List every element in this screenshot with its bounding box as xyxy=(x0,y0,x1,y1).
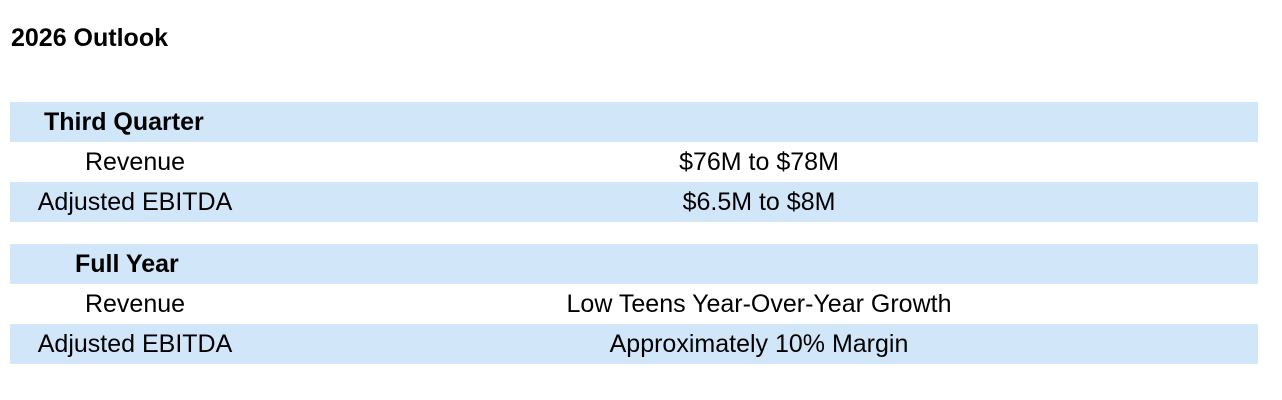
metric-value: $6.5M to $8M xyxy=(682,188,836,216)
section-heading-row: Full Year xyxy=(10,244,1258,284)
table-row: Revenue $76M to $78M xyxy=(10,142,1258,182)
outlook-section-full-year: Full Year Revenue Low Teens Year-Over-Ye… xyxy=(10,244,1258,364)
outlook-section-third-quarter: Third Quarter Revenue $76M to $78M Adjus… xyxy=(10,102,1258,222)
metric-label: Adjusted EBITDA xyxy=(37,330,233,358)
metric-label: Revenue xyxy=(84,148,186,176)
section-heading: Full Year xyxy=(75,250,179,278)
page-title: 2026 Outlook xyxy=(11,24,168,52)
metric-value: $76M to $78M xyxy=(679,148,839,176)
metric-value: Approximately 10% Margin xyxy=(609,330,909,358)
metric-label: Adjusted EBITDA xyxy=(37,188,233,216)
metric-value: Low Teens Year-Over-Year Growth xyxy=(566,290,952,318)
section-heading: Third Quarter xyxy=(44,108,204,136)
table-row: Adjusted EBITDA Approximately 10% Margin xyxy=(10,324,1258,364)
section-heading-row: Third Quarter xyxy=(10,102,1258,142)
table-row: Adjusted EBITDA $6.5M to $8M xyxy=(10,182,1258,222)
table-row: Revenue Low Teens Year-Over-Year Growth xyxy=(10,284,1258,324)
metric-label: Revenue xyxy=(84,290,186,318)
